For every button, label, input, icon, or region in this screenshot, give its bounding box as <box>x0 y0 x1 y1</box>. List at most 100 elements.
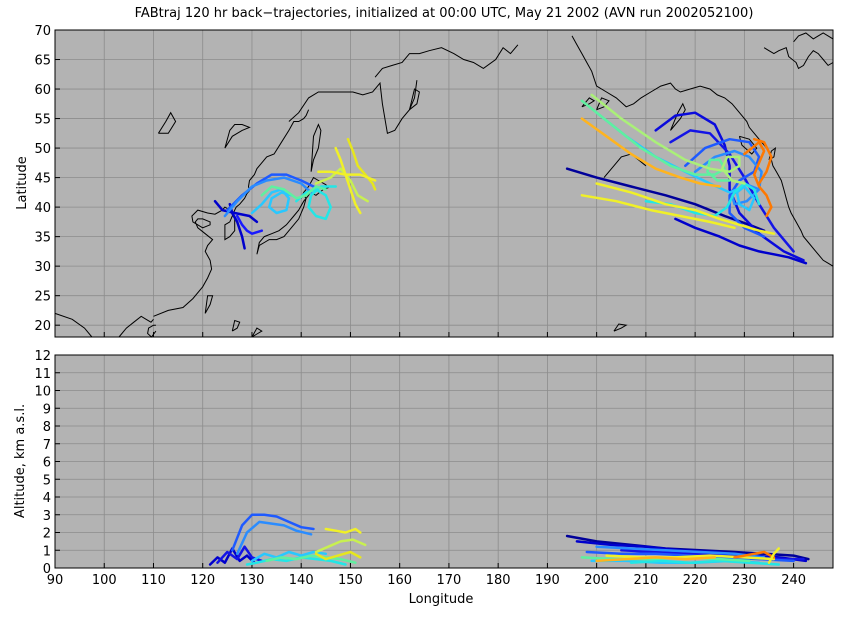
map-y-tick-labels: 20 25 30 35 40 45 50 55 60 65 70 <box>34 24 51 334</box>
map-trajectory-line <box>250 188 293 215</box>
map-y-tick-label: 55 <box>34 113 51 128</box>
coastline <box>231 319 241 332</box>
altitude-y-tick-label: 4 <box>43 491 51 506</box>
coastline <box>251 327 263 338</box>
coastline <box>157 111 177 134</box>
map-y-tick-label: 70 <box>34 24 51 39</box>
map-y-tick-label: 30 <box>34 260 51 275</box>
map-trajectory-line <box>260 185 328 200</box>
altitude-y-tick-label: 5 <box>43 473 51 488</box>
coastline <box>763 47 834 70</box>
altitude-y-tick-label: 7 <box>43 438 51 453</box>
map-y-axis-label: Latitude <box>15 156 30 210</box>
altitude-x-axis-label: Longitude <box>409 592 474 607</box>
altitude-y-tick-label: 12 <box>34 349 51 364</box>
altitude-trajectory-line <box>324 527 362 534</box>
map-trajectory-line <box>580 194 736 230</box>
altitude-x-tick-label: 110 <box>141 573 166 588</box>
altitude-trajectory-line <box>250 550 328 563</box>
altitude-x-tick-label: 100 <box>92 573 117 588</box>
altitude-x-tick-labels: 90 100 110 120 130 140 150 160 170 180 190 200 210 22… <box>47 573 806 588</box>
map-trajectory-line <box>235 214 264 235</box>
altitude-trajectory-line <box>733 550 776 559</box>
altitude-x-tick-label: 90 <box>47 573 64 588</box>
altitude-y-tick-label: 0 <box>43 562 51 577</box>
altitude-trajectory-line <box>231 513 315 552</box>
coastline <box>118 315 154 338</box>
map-trajectory-line <box>674 217 808 265</box>
coastline <box>310 123 322 172</box>
altitude-x-tick-label: 180 <box>486 573 511 588</box>
coastline <box>147 324 157 338</box>
altitude-trajectory-line <box>605 554 776 561</box>
altitude-y-axis-label: Altitude, km a.s.l. <box>13 404 28 518</box>
coastline <box>571 35 834 267</box>
coastline <box>670 102 686 131</box>
map-y-tick-label: 40 <box>34 201 51 216</box>
map-trajectory-line <box>317 170 377 182</box>
map-trajectory-line <box>743 140 773 218</box>
altitude-trajectory-line <box>235 520 313 556</box>
altitude-x-tick-label: 230 <box>732 573 757 588</box>
altitude-trajectories <box>208 513 810 566</box>
map-y-tick-label: 60 <box>34 83 51 98</box>
coastline <box>613 323 628 332</box>
map-axes-frame <box>54 29 834 338</box>
coastline <box>409 88 420 111</box>
altitude-x-tick-label: 200 <box>584 573 609 588</box>
altitude-x-tick-label: 160 <box>387 573 412 588</box>
map-trajectory-line <box>346 137 377 191</box>
map-trajectory-line <box>752 137 773 185</box>
map-trajectories <box>213 93 808 265</box>
map-y-tick-label: 20 <box>34 319 51 334</box>
altitude-trajectory-line <box>629 559 781 566</box>
coastline <box>204 295 214 314</box>
map-y-tick-label: 35 <box>34 231 51 246</box>
altitude-x-tick-label: 240 <box>781 573 806 588</box>
map-y-tick-label: 25 <box>34 290 51 305</box>
map-axes-background <box>55 30 833 337</box>
altitude-y-tick-label: 9 <box>43 402 51 417</box>
altitude-x-tick-label: 120 <box>190 573 215 588</box>
altitude-trajectory-line <box>314 538 367 554</box>
altitude-trajectory-line <box>595 556 717 563</box>
altitude-x-tick-label: 170 <box>437 573 462 588</box>
altitude-x-tick-label: 150 <box>338 573 363 588</box>
map-trajectory-line <box>595 182 776 235</box>
altitude-y-tick-label: 3 <box>43 509 51 524</box>
altitude-trajectory-line <box>314 550 362 561</box>
altitude-trajectory-line <box>595 545 766 559</box>
map-trajectory-line <box>334 146 362 215</box>
coastline <box>256 197 307 255</box>
map-trajectory-line <box>213 199 259 224</box>
altitude-x-tick-label: 190 <box>535 573 560 588</box>
map-trajectory-line <box>565 167 766 232</box>
altitude-y-tick-label: 2 <box>43 527 51 542</box>
altitude-y-tick-label: 1 <box>43 544 51 559</box>
map-panel: 20 25 30 35 40 45 50 55 60 65 70 Latitude <box>15 24 834 338</box>
map-trajectory-line <box>223 176 313 218</box>
altitude-y-tick-label: 6 <box>43 456 51 471</box>
map-y-tick-label: 45 <box>34 172 51 187</box>
altitude-trajectory-line <box>767 547 781 564</box>
altitude-trajectory-line <box>216 545 264 564</box>
coastline <box>224 124 251 149</box>
map-trajectory-line <box>654 111 805 262</box>
map-trajectory-line <box>580 117 721 188</box>
map-trajectory-line <box>228 202 246 250</box>
altitude-x-tick-label: 140 <box>289 573 314 588</box>
coastline <box>603 153 647 178</box>
figure-title: FABtraj 120 hr back−trajectories, initia… <box>135 6 754 21</box>
altitude-x-tick-label: 130 <box>240 573 265 588</box>
map-y-tick-label: 50 <box>34 142 51 157</box>
coastline <box>54 312 93 338</box>
coastline <box>288 80 418 134</box>
altitude-y-tick-label: 11 <box>34 367 51 382</box>
coastline <box>374 44 519 78</box>
altitude-y-tick-label: 10 <box>34 385 51 400</box>
altitude-y-tick-label: 8 <box>43 420 51 435</box>
altitude-x-tick-label: 220 <box>683 573 708 588</box>
